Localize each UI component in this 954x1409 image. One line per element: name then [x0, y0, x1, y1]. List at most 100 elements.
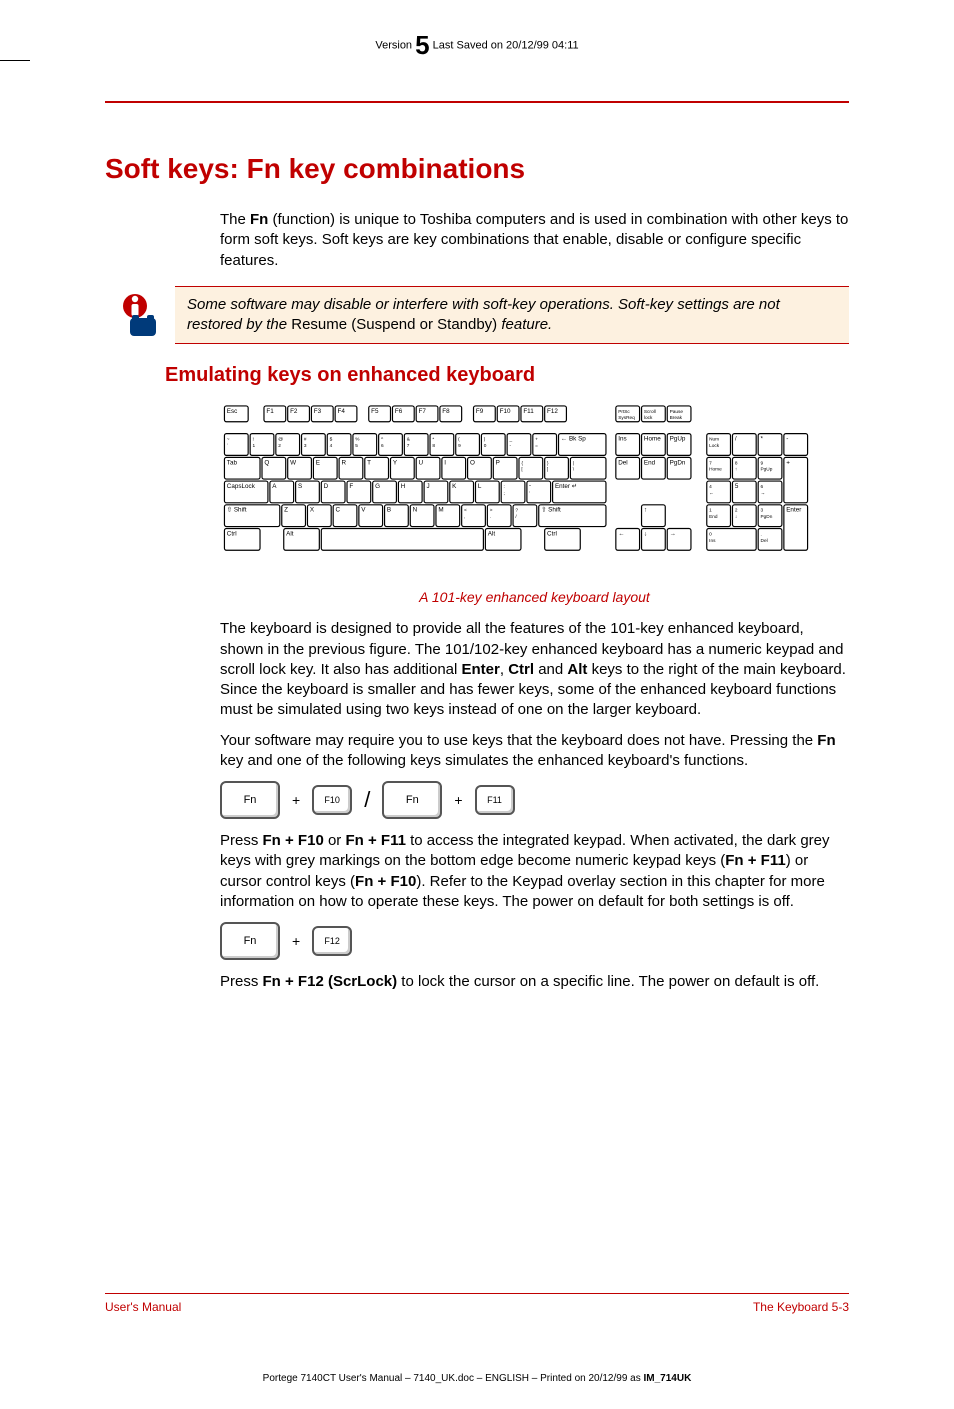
svg-text:H: H — [401, 483, 406, 490]
svg-text:*: * — [432, 437, 434, 443]
svg-text::: : — [504, 485, 505, 490]
svg-text:← Bk Sp: ← Bk Sp — [561, 436, 586, 443]
svg-text:2: 2 — [278, 443, 281, 449]
svg-text:]: ] — [547, 467, 548, 473]
svg-text:Ins: Ins — [709, 538, 716, 544]
svg-text:Home: Home — [709, 467, 722, 473]
svg-text:Alt: Alt — [286, 531, 294, 538]
svg-text:4: 4 — [330, 443, 333, 449]
svg-text:>: > — [490, 508, 493, 514]
svg-text:↓: ↓ — [644, 531, 647, 538]
f10-key-icon: F10 — [312, 785, 352, 815]
svg-text:6: 6 — [381, 443, 384, 449]
svg-text:E: E — [316, 460, 320, 467]
svg-text:P: P — [496, 460, 500, 467]
svg-text:J: J — [426, 483, 429, 490]
page-title: Soft keys: Fn key combinations — [105, 153, 849, 185]
svg-text:/: / — [735, 436, 737, 443]
svg-text:8: 8 — [735, 461, 738, 467]
plus-icon: + — [454, 792, 462, 808]
svg-text:→: → — [761, 492, 766, 497]
svg-text:End: End — [709, 514, 718, 520]
svg-text:Num: Num — [709, 437, 719, 443]
svg-text:7: 7 — [709, 461, 712, 467]
svg-text:⇧ Shift: ⇧ Shift — [541, 507, 561, 514]
svg-text:PgDn: PgDn — [670, 460, 686, 467]
keyboard-diagram: EscF1F2F3F4F5F6F7F8F9F10F11F12~`!1@2#3$4… — [220, 402, 814, 572]
svg-text:Alt: Alt — [488, 531, 496, 538]
svg-text:F12: F12 — [547, 408, 558, 415]
svg-text:F10: F10 — [500, 408, 511, 415]
svg-text:F6: F6 — [395, 408, 403, 415]
svg-text:Scroll: Scroll — [644, 409, 656, 415]
svg-text:9: 9 — [761, 461, 764, 467]
svg-text:B: B — [387, 507, 391, 514]
svg-text:lock: lock — [644, 415, 653, 421]
svg-text:1: 1 — [709, 508, 712, 514]
svg-text:6: 6 — [761, 484, 764, 490]
intro-paragraph: The Fn (function) is unique to Toshiba c… — [220, 210, 849, 271]
svg-text:S: S — [298, 483, 302, 490]
svg-text:2: 2 — [735, 508, 738, 514]
svg-text:F3: F3 — [314, 408, 322, 415]
svg-text:Enter ↵: Enter ↵ — [555, 483, 577, 490]
svg-text:Tab: Tab — [227, 460, 238, 467]
section-heading: Emulating keys on enhanced keyboard — [165, 364, 849, 387]
f11-key-icon: F11 — [475, 785, 515, 815]
svg-text:D: D — [324, 483, 329, 490]
page-footer: User's Manual The Keyboard 5-3 — [105, 1293, 849, 1314]
svg-text:U: U — [419, 460, 424, 467]
f12-key-icon: F12 — [312, 926, 352, 956]
saved-label: Last Saved on 20/12/99 04:11 — [433, 39, 579, 51]
svg-text:': ' — [529, 491, 530, 497]
svg-text:Ctrl: Ctrl — [547, 531, 557, 538]
svg-text:Enter: Enter — [786, 507, 801, 514]
svg-text:↑: ↑ — [644, 507, 647, 514]
svg-text:R: R — [341, 460, 346, 467]
svg-text:5: 5 — [355, 443, 358, 449]
svg-text:!: ! — [253, 437, 254, 443]
svg-text:F11: F11 — [523, 408, 534, 415]
fn-key-icon: Fn — [382, 781, 442, 819]
svg-text:Pause: Pause — [670, 409, 684, 415]
body-paragraph-4: Press Fn + F12 (ScrLock) to lock the cur… — [220, 972, 849, 992]
svg-text:F7: F7 — [419, 408, 427, 415]
plus-icon: + — [292, 933, 300, 949]
svg-text:Z: Z — [284, 507, 288, 514]
svg-text:→: → — [670, 531, 676, 538]
svg-text:+: + — [786, 460, 790, 467]
svg-text:8: 8 — [432, 443, 435, 449]
svg-text:_: _ — [508, 438, 512, 443]
svg-text:A: A — [272, 483, 277, 490]
svg-text:@: @ — [278, 437, 283, 443]
svg-text:T: T — [367, 460, 371, 467]
svg-text:$: $ — [330, 437, 333, 443]
keycombo-2: Fn + F12 — [220, 922, 849, 960]
note-callout: Some software may disable or interfere w… — [105, 286, 849, 345]
body-paragraph-1: The keyboard is designed to provide all … — [220, 619, 849, 720]
svg-text:←: ← — [618, 531, 624, 538]
slash-icon: / — [364, 787, 370, 813]
svg-text:0: 0 — [484, 443, 487, 449]
keycombo-1: Fn + F10 / Fn + F11 — [220, 781, 849, 819]
svg-text:M: M — [438, 507, 443, 514]
svg-text:I: I — [444, 460, 446, 467]
svg-text:Break: Break — [670, 415, 683, 421]
svg-text:Esc: Esc — [227, 408, 238, 415]
svg-text:F2: F2 — [290, 408, 298, 415]
svg-text:3: 3 — [304, 443, 307, 449]
svg-text:C: C — [336, 507, 341, 514]
svg-text:Ins: Ins — [618, 436, 626, 443]
svg-text:": " — [529, 484, 531, 490]
note-text: Some software may disable or interfere w… — [175, 286, 849, 345]
svg-text:↓: ↓ — [735, 515, 737, 520]
version-number: 5 — [415, 30, 429, 60]
svg-text:.: . — [490, 515, 491, 520]
svg-text:3: 3 — [761, 508, 764, 514]
svg-text:⇧ Shift: ⇧ Shift — [227, 507, 247, 514]
svg-text:PgUp: PgUp — [670, 436, 686, 443]
fn-key-icon: Fn — [220, 922, 280, 960]
svg-text:End: End — [644, 460, 656, 467]
figure-caption: A 101-key enhanced keyboard layout — [220, 589, 849, 605]
svg-text:?: ? — [515, 508, 518, 514]
